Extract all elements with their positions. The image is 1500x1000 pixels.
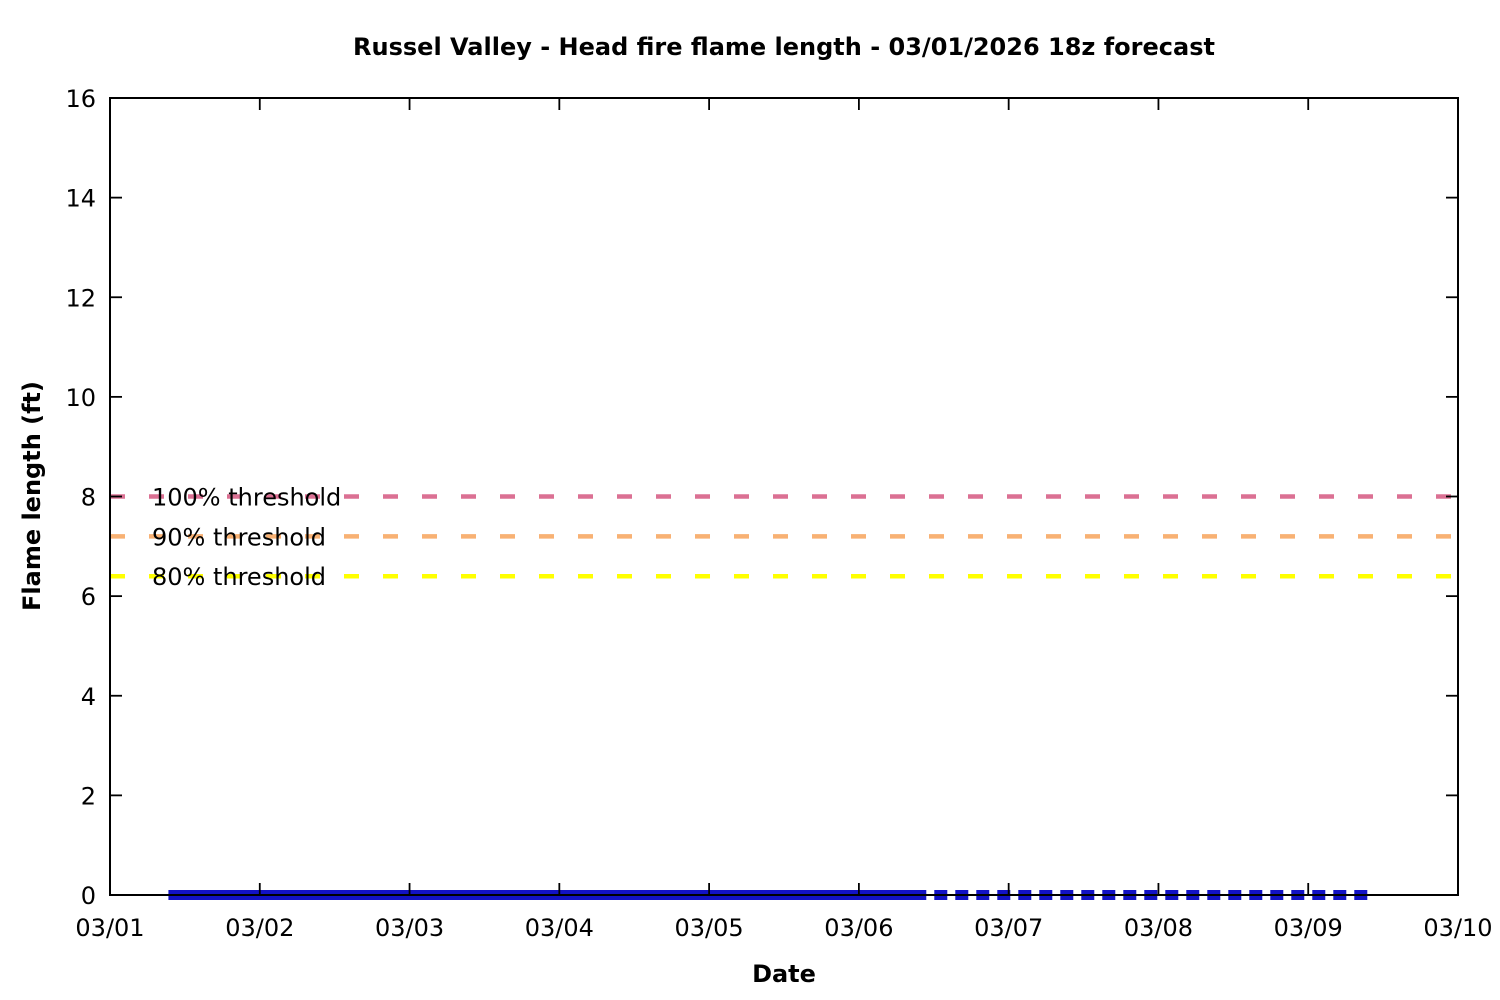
y-tick-label: 12: [65, 284, 96, 312]
y-tick-label: 6: [81, 583, 96, 611]
y-tick-label: 8: [81, 484, 96, 512]
x-tick-label: 03/03: [375, 914, 444, 942]
threshold-80-label: 80% threshold: [152, 563, 326, 591]
x-tick-label: 03/09: [1274, 914, 1343, 942]
y-tick-label: 2: [81, 782, 96, 810]
x-tick-label: 03/01: [75, 914, 144, 942]
y-tick-label: 10: [65, 384, 96, 412]
y-tick-label: 0: [81, 882, 96, 910]
threshold-100-label: 100% threshold: [152, 484, 341, 512]
y-axis-label: Flame length (ft): [18, 381, 46, 611]
x-tick-label: 03/05: [675, 914, 744, 942]
x-tick-label: 03/02: [225, 914, 294, 942]
y-tick-label: 14: [65, 185, 96, 213]
chart-title: Russel Valley - Head fire flame length -…: [353, 33, 1215, 61]
y-tick-label: 4: [81, 683, 96, 711]
x-tick-label: 03/04: [525, 914, 594, 942]
x-tick-label: 03/07: [974, 914, 1043, 942]
x-tick-label: 03/08: [1124, 914, 1193, 942]
x-tick-label: 03/06: [824, 914, 893, 942]
threshold-90-label: 90% threshold: [152, 523, 326, 551]
x-axis-label: Date: [752, 960, 816, 988]
x-tick-label: 03/10: [1423, 914, 1492, 942]
y-tick-label: 16: [65, 85, 96, 113]
